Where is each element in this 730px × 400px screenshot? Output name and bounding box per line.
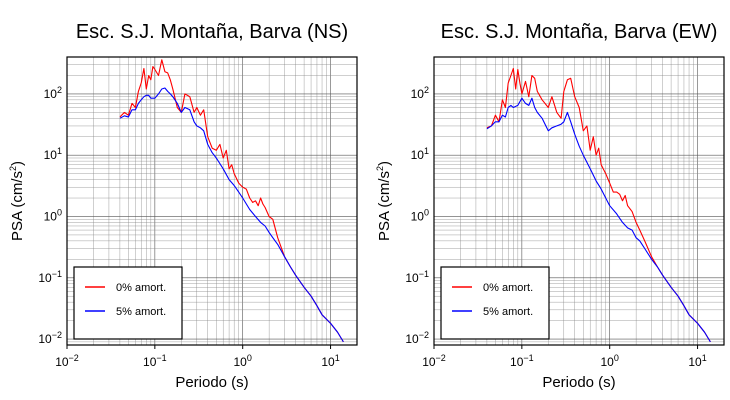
x-tick-label: 101 bbox=[321, 353, 339, 369]
chart-title: Esc. S.J. Montaña, Barva (NS) bbox=[76, 21, 348, 43]
y-tick-label: 101 bbox=[44, 146, 62, 162]
chart-title: Esc. S.J. Montaña, Barva (EW) bbox=[441, 21, 718, 43]
y-axis-label-close: ) bbox=[9, 161, 26, 166]
x-tick-label: 10−2 bbox=[55, 353, 79, 369]
y-tick-label: 10−2 bbox=[38, 330, 62, 346]
legend-label-0: 0% amort. bbox=[116, 282, 166, 294]
chart-ew: Esc. S.J. Montaña, Barva (EW) 10−2 10−1 10… bbox=[375, 21, 725, 391]
y-axis-label-main: PSA (cm/s bbox=[9, 171, 26, 241]
y-tick-labels: 10−2 10−1 100 101 102 bbox=[38, 85, 62, 346]
y-tick-label: 101 bbox=[411, 146, 429, 162]
x-tick-label: 100 bbox=[234, 353, 252, 369]
x-tick-label: 10−2 bbox=[422, 353, 446, 369]
y-tick-label: 10−2 bbox=[405, 330, 429, 346]
y-axis-label: PSA (cm/s2) bbox=[8, 161, 26, 241]
legend-box bbox=[440, 266, 550, 340]
y-axis-label-main: PSA (cm/s bbox=[376, 171, 393, 241]
y-tick-label: 102 bbox=[44, 85, 62, 101]
legend-label-1: 5% amort. bbox=[483, 306, 533, 318]
y-tick-label: 100 bbox=[44, 207, 62, 223]
legend-label-0: 0% amort. bbox=[483, 282, 533, 294]
legend: 0% amort. 5% amort. bbox=[440, 266, 550, 340]
series-line-damping-0 bbox=[486, 67, 711, 343]
legend: 0% amort. 5% amort. bbox=[73, 266, 183, 340]
plot-frame bbox=[66, 56, 358, 346]
x-axis-label: Periodo (s) bbox=[175, 374, 248, 391]
legend-label-1: 5% amort. bbox=[116, 306, 166, 318]
series-line-damping-5 bbox=[119, 87, 344, 343]
y-tick-label: 100 bbox=[411, 207, 429, 223]
y-tick-labels: 10−2 10−1 100 101 102 bbox=[405, 85, 429, 346]
y-tick-label: 102 bbox=[411, 85, 429, 101]
x-tick-label: 100 bbox=[601, 353, 619, 369]
x-axis-label: Periodo (s) bbox=[542, 374, 615, 391]
x-tick-labels: 10−2 10−1 100 101 bbox=[422, 345, 707, 369]
y-axis-label-close: ) bbox=[376, 161, 393, 166]
x-tick-label: 101 bbox=[688, 353, 706, 369]
y-tick-label: 10−1 bbox=[405, 269, 429, 285]
series-line-damping-5 bbox=[486, 97, 711, 343]
legend-box bbox=[73, 266, 183, 340]
y-axis-label-sup: 2 bbox=[375, 166, 385, 171]
series-layer bbox=[119, 59, 344, 343]
chart-ns: Esc. S.J. Montaña, Barva (NS) 10−2 10−1 10… bbox=[8, 21, 358, 391]
y-axis-label-sup: 2 bbox=[8, 166, 18, 171]
y-tick-label: 10−1 bbox=[38, 269, 62, 285]
plot-frame bbox=[433, 56, 725, 346]
x-tick-label: 10−1 bbox=[510, 353, 534, 369]
y-axis-label: PSA (cm/s2) bbox=[375, 161, 393, 241]
series-line-damping-0 bbox=[119, 59, 344, 343]
x-tick-label: 10−1 bbox=[143, 353, 167, 369]
x-tick-labels: 10−2 10−1 100 101 bbox=[55, 345, 340, 369]
series-layer bbox=[486, 67, 711, 343]
